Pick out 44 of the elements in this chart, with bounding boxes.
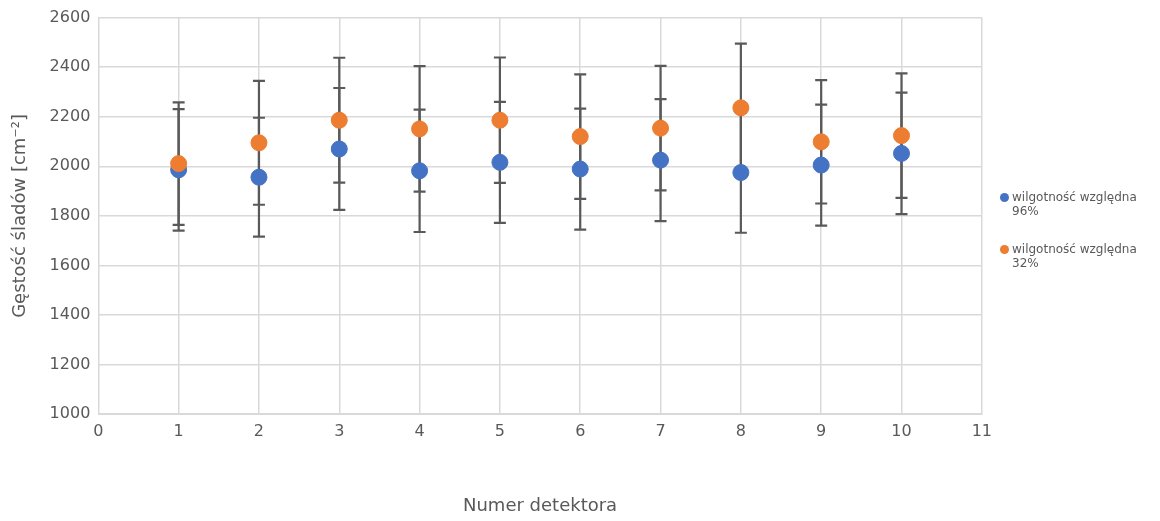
point — [411, 120, 429, 138]
point — [330, 111, 348, 129]
y-tick-label: 2400 — [49, 56, 91, 76]
y-tick-label: 1600 — [49, 254, 91, 274]
y-tick-label: 1200 — [49, 353, 91, 373]
y-tick-label: 1000 — [49, 403, 91, 423]
point — [491, 153, 509, 171]
x-tick-label: 5 — [494, 420, 505, 440]
x-tick-label: 11 — [971, 420, 992, 440]
point — [812, 156, 830, 174]
point — [330, 140, 348, 158]
point — [732, 99, 750, 117]
point — [250, 134, 268, 152]
point — [491, 111, 509, 129]
x-tick-label: 9 — [816, 420, 827, 440]
point — [170, 155, 188, 173]
x-tick-label: 3 — [334, 420, 345, 440]
x-tick-label: 8 — [735, 420, 746, 440]
x-tick-label: 10 — [891, 420, 912, 440]
y-tick-label: 1400 — [49, 304, 91, 324]
point — [893, 127, 910, 145]
y-tick-label: 1800 — [49, 205, 91, 225]
x-axis-title: Numer detektora — [462, 493, 618, 515]
y-tick-label: 2000 — [49, 155, 91, 175]
y-axis-title: Gęstość śladów [cm⁻²] — [8, 113, 30, 318]
y-tick-label: 2200 — [49, 105, 91, 125]
point — [411, 162, 429, 180]
x-tick-label: 7 — [655, 420, 666, 440]
x-tick-label: 2 — [253, 420, 265, 440]
point — [571, 160, 589, 178]
legend-label: wilgotność względna 96% — [1012, 190, 1138, 218]
point — [571, 128, 589, 146]
point — [652, 119, 670, 137]
legend-label: wilgotność względna 32% — [1012, 242, 1138, 270]
point — [893, 144, 910, 162]
y-tick-label: 2600 — [49, 6, 91, 26]
point — [250, 168, 268, 186]
point — [812, 133, 830, 151]
x-tick-label: 1 — [173, 420, 184, 440]
x-tick-label: 4 — [414, 420, 425, 440]
x-tick-label: 0 — [93, 420, 104, 440]
point — [652, 151, 670, 169]
point — [732, 164, 750, 182]
x-tick-label: 6 — [575, 420, 586, 440]
